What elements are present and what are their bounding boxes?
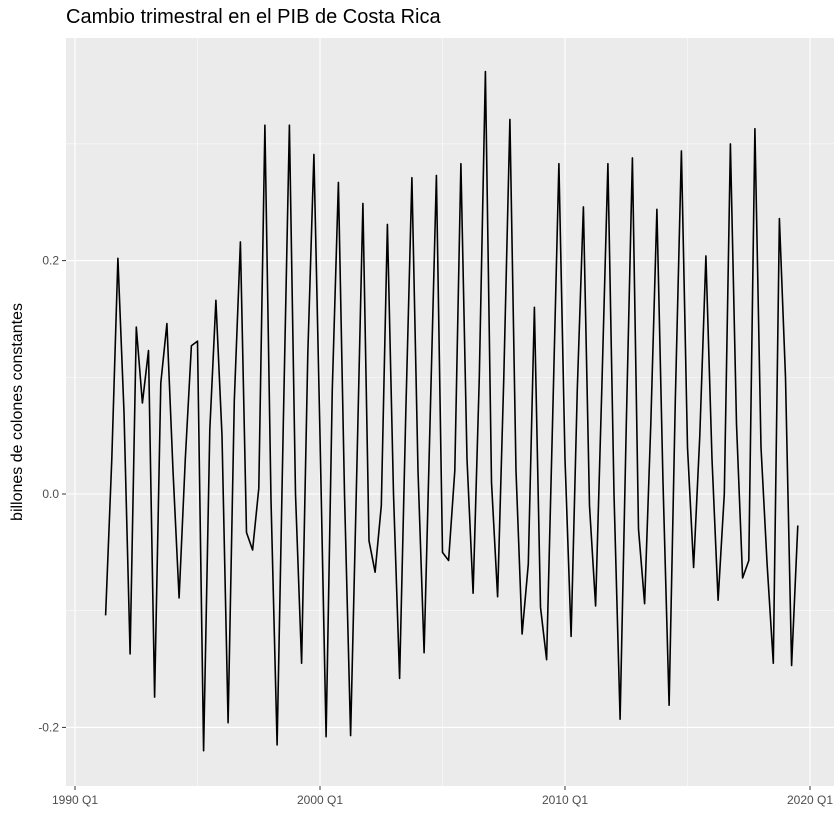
y-tick-label: -0.2 — [38, 720, 59, 734]
x-tick-label: 2000 Q1 — [297, 793, 343, 807]
y-axis-title: billones de colones constantes — [9, 303, 26, 521]
chart-title: Cambio trimestral en el PIB de Costa Ric… — [66, 6, 441, 28]
plot-panel — [66, 38, 834, 786]
axis-ticks — [62, 260, 811, 790]
x-tick-label: 1990 Q1 — [52, 793, 98, 807]
series-line — [104, 70, 799, 752]
x-tick-label: 2020 Q1 — [787, 793, 833, 807]
x-tick-label: 2010 Q1 — [542, 793, 588, 807]
axis-tick-labels: 1990 Q1 2000 Q1 2010 Q1 2020 Q1 -0.2 0.0 0.2 — [38, 254, 833, 807]
y-tick-label: 0.2 — [42, 254, 59, 268]
grid-major — [66, 38, 834, 786]
y-tick-label: 0.0 — [42, 487, 59, 501]
